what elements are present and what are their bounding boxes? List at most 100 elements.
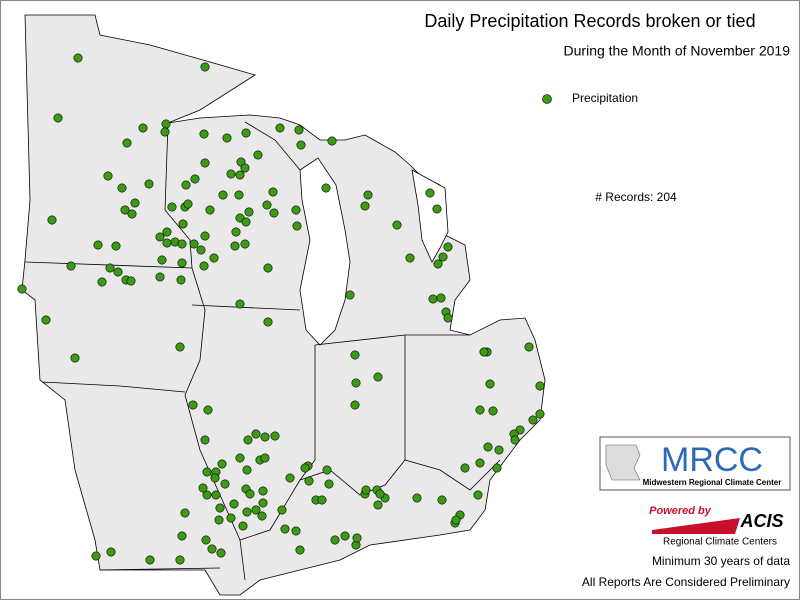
station-marker [177,239,187,249]
acis-name: ACIS [739,511,783,531]
station-marker [93,240,103,250]
station-marker [235,299,245,309]
region-map [17,14,546,596]
state-border [244,121,301,171]
station-marker [226,513,236,523]
station-marker [214,515,224,525]
station-marker [222,133,232,143]
station-marker [200,158,210,168]
station-marker [211,490,221,500]
station-marker [218,190,228,200]
station-marker [460,463,470,473]
subtitle: During the Month of November 2019 [564,43,791,59]
station-marker [178,219,188,229]
station-marker [291,526,301,536]
station-marker [296,140,306,150]
station-marker [202,467,212,477]
legend-label: Precipitation [572,91,638,105]
station-marker [340,531,350,541]
lake-michigan [299,157,351,346]
station-marker [373,372,383,382]
station-marker [234,190,244,200]
station-marker [483,442,493,452]
station-marker [215,503,225,513]
station-marker [160,127,170,137]
station-marker [253,150,263,160]
station-marker [443,242,453,252]
station-marker [492,463,502,473]
station-marker [437,495,447,505]
station-marker [242,465,252,475]
station-marker [479,347,489,357]
station-marker [70,353,80,363]
station-marker [488,406,498,416]
mrcc-logo: MRCC Midwestern Regional Climate Center [599,436,791,491]
station-marker [262,200,272,210]
station-marker [345,290,355,300]
station-marker [162,227,172,237]
station-marker [351,378,361,388]
station-marker [183,199,193,209]
station-marker [432,204,442,214]
state-border [299,345,316,481]
station-marker [294,125,304,135]
station-marker [176,275,186,285]
station-marker [269,208,279,218]
station-marker [475,405,485,415]
station-marker [260,432,270,442]
acis-logo: Powered by ACIS Regional Climate Centers [649,505,783,548]
station-marker [425,188,435,198]
station-marker [138,123,148,133]
station-marker [200,62,210,72]
station-marker [199,129,209,139]
station-marker [244,207,254,217]
station-marker [242,507,252,517]
station-marker [405,253,415,263]
station-marker [451,515,461,525]
station-marker [189,239,199,249]
station-marker [200,231,210,241]
station-marker [230,241,240,251]
station-marker [300,463,310,473]
station-marker [205,205,215,215]
station-marker [209,253,219,263]
station-marker [375,489,385,499]
station-marker [291,205,301,215]
state-border [191,304,301,311]
region [21,14,546,596]
station-marker [226,169,236,179]
station-marker [510,435,520,445]
station-marker [177,258,187,268]
station-marker [47,215,57,225]
station-marker [360,201,370,211]
records-count: # Records: 204 [595,190,677,204]
station-marker [361,485,371,495]
station-marker [175,555,185,565]
acis-caption: Regional Climate Centers [663,537,777,548]
station-marker [130,198,140,208]
station-marker [292,221,302,231]
station-marker [240,163,250,173]
station-marker [238,521,248,531]
acis-swoosh [652,518,740,534]
station-marker [428,294,438,304]
station-marker [220,479,230,489]
station-markers [17,53,545,565]
state-border [239,459,501,541]
station-marker [251,429,261,439]
station-marker [285,473,295,483]
station-marker [167,202,177,212]
station-marker [330,535,340,545]
station-marker [155,232,165,242]
station-marker [144,179,154,189]
footer-note: All Reports Are Considered Preliminary [582,575,790,589]
station-marker [535,381,545,391]
station-marker [243,435,253,445]
station-marker [327,136,337,146]
station-marker [103,171,113,181]
station-marker [304,476,314,486]
station-marker [352,533,362,543]
logo-full-name: Midwestern Regional Climate Center [643,478,782,487]
legend-marker [542,94,552,104]
station-marker [145,555,155,565]
